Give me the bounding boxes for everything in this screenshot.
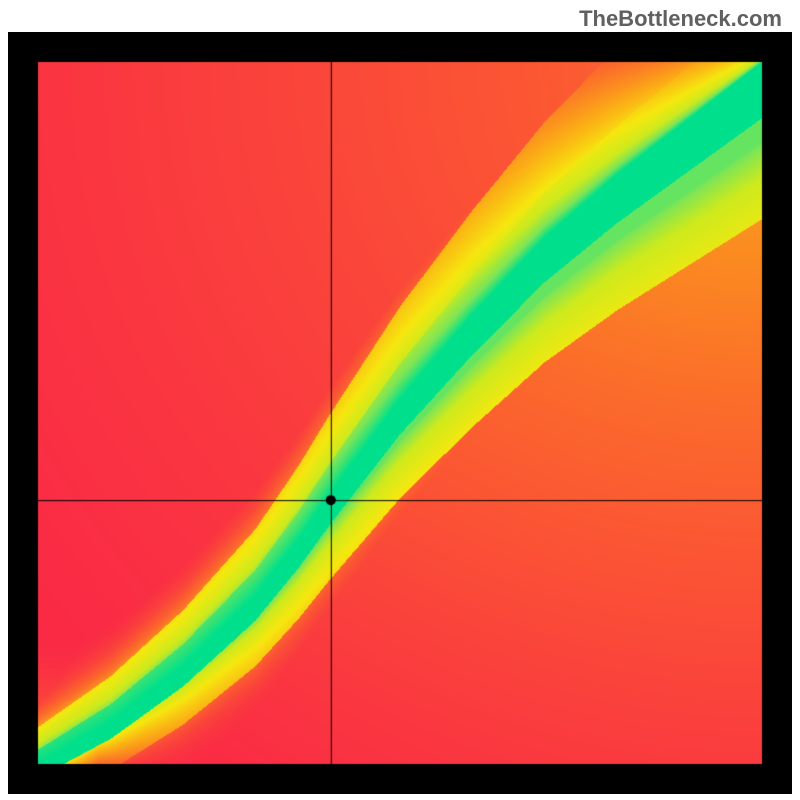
heatmap-chart <box>8 32 792 794</box>
watermark-text: TheBottleneck.com <box>579 6 782 32</box>
